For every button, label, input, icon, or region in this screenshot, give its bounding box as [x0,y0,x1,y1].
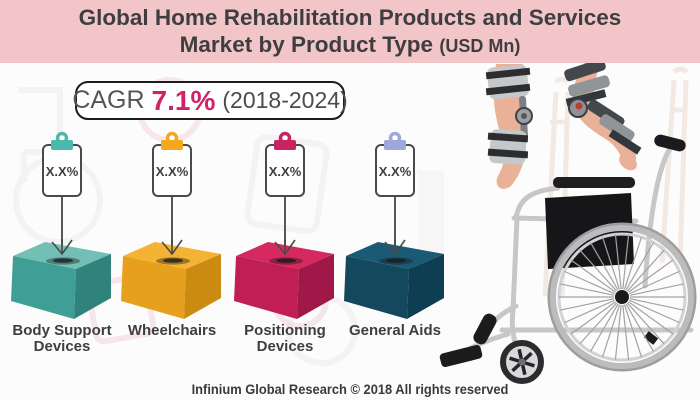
cube-top-face [13,242,111,269]
wheelchair-illustration [439,134,697,384]
cube-icon [11,239,111,319]
arrow-chevron-icon [161,239,183,256]
cube-icon [344,239,444,319]
page-title-line2: Market by Product Type (USD Mn) [180,31,521,60]
wheelchair-footrest [439,344,483,368]
clipboard-clip [384,140,406,150]
cube-side-face [184,254,221,319]
clipboard-icon: X.X% [265,131,305,197]
cube-slot [53,258,73,263]
wheelchair-push-handle [654,134,686,152]
copyright-footer: Infinium Global Research © 2018 All righ… [191,381,509,397]
arrow-chevron-icon [51,239,73,256]
cube-slot [163,258,183,263]
clipboard-clip [161,140,183,150]
share-value: X.X% [269,164,302,179]
cube-front-face [234,256,299,319]
caster-spokes [509,348,535,376]
arrow-chevron-icon [274,239,296,256]
cagr-period: (2018-2024) [222,87,348,113]
cube-side-face [297,254,334,319]
connector-line [171,197,173,245]
cube-top-face [236,242,334,269]
cagr-badge: CAGR 7.1% (2018-2024) [72,81,348,120]
cube-front-face [121,256,186,319]
cube-side-face [407,254,444,319]
product-label: Positioning Devices [244,322,326,355]
product-label: Wheelchairs [127,322,217,339]
clipboard-clip [274,140,296,150]
cagr-label: CAGR [72,86,145,114]
knee-brace-illustration [485,64,533,189]
rehabilitation-photo-collage [439,58,697,384]
cube-front-face [344,256,409,319]
cube-icon [121,239,221,319]
wheelchair-armrest [553,177,635,188]
product-column-wheelchairs: X.X% Wheelchairs [112,131,232,339]
share-value: X.X% [156,164,189,179]
product-label: General Aids [349,322,441,339]
clipboard-icon: X.X% [375,131,415,197]
rear-wheel-spokes [559,234,685,360]
elbow-brace-illustration [564,58,642,171]
share-value: X.X% [379,164,412,179]
cube-icon [234,239,334,319]
wheelchair-rail-end [643,331,659,345]
wheelchair-tipping-lever [473,313,497,345]
connector-line [61,197,63,245]
cube-side-face [74,254,111,319]
cube-slot [386,258,406,263]
title-line2-main: Market by Product Type [179,31,434,57]
share-value: X.X% [46,164,79,179]
product-column-positioning: X.X% Positioning Devices [225,131,345,355]
clipboard-icon: X.X% [42,131,82,197]
crutches-watermark [542,66,689,297]
cube-front-face [11,256,76,319]
title-band: Global Home Rehabilitation Products and … [0,0,700,63]
product-label: Body Support Devices [12,322,112,355]
arrow-chevron-icon [384,239,406,256]
product-column-general-aids: X.X% General Aids [335,131,455,339]
cube-slot [276,258,296,263]
cube-top-face [346,242,444,269]
connector-line [284,197,286,245]
cagr-value: 7.1% [151,84,216,116]
wheelchair-caster-wheel [500,340,544,384]
connector-line [394,197,396,245]
product-column-body-support: X.X% Body Support Devices [2,131,122,355]
title-units: (USD Mn) [439,35,521,56]
cube-top-face [123,242,221,269]
clipboard-clip [51,140,73,150]
wheelchair-rear-wheel [547,222,697,372]
clipboard-icon: X.X% [152,131,192,197]
page-title-line1: Global Home Rehabilitation Products and … [78,4,622,30]
